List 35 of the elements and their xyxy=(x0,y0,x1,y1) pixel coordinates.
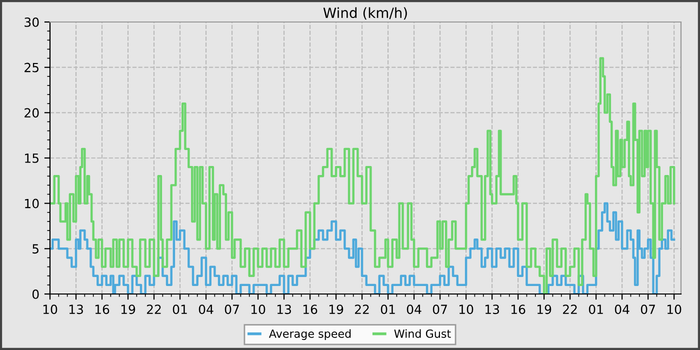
x-tick-label: 01 xyxy=(172,304,187,314)
x-tick-label: 19 xyxy=(329,304,344,314)
legend-label: Average speed xyxy=(268,329,351,340)
x-tick-label: 16 xyxy=(95,304,110,314)
y-tick-label: 30 xyxy=(24,17,39,27)
x-tick-label: 16 xyxy=(303,304,318,314)
x-tick-label: 13 xyxy=(277,304,291,314)
x-tick-label: 10 xyxy=(667,304,682,314)
x-tick-label: 07 xyxy=(640,304,655,314)
legend-label: Wind Gust xyxy=(394,329,451,338)
x-tick-label: 01 xyxy=(588,304,603,314)
x-tick-label: 19 xyxy=(537,304,552,314)
x-tick-label: 13 xyxy=(69,304,83,314)
y-tick-label: 15 xyxy=(25,154,38,163)
x-tick-label: 16 xyxy=(511,304,526,314)
x-tick-label: 04 xyxy=(614,304,630,314)
x-tick-label: 07 xyxy=(432,304,447,314)
x-tick-label: 22 xyxy=(146,304,161,314)
y-tick-label: 0 xyxy=(32,289,39,299)
y-tick-label: 10 xyxy=(25,198,39,208)
x-tick-label: 22 xyxy=(563,304,577,314)
x-tick-label: 19 xyxy=(121,304,136,314)
y-tick-label: 5 xyxy=(32,244,38,254)
x-tick-label: 07 xyxy=(224,304,239,314)
x-tick-label: 10 xyxy=(43,304,58,314)
chart-title: Wind (km/h) xyxy=(323,7,407,20)
x-tick-label: 22 xyxy=(354,304,369,314)
x-tick-label: 04 xyxy=(198,304,214,314)
x-tick-label: 04 xyxy=(406,304,422,314)
x-tick-label: 13 xyxy=(485,304,499,314)
x-tick-label: 10 xyxy=(459,304,474,314)
x-tick-label: 10 xyxy=(251,304,266,314)
y-tick-label: 20 xyxy=(24,108,39,118)
y-tick-label: 25 xyxy=(24,62,38,72)
x-tick-label: 01 xyxy=(380,304,395,314)
